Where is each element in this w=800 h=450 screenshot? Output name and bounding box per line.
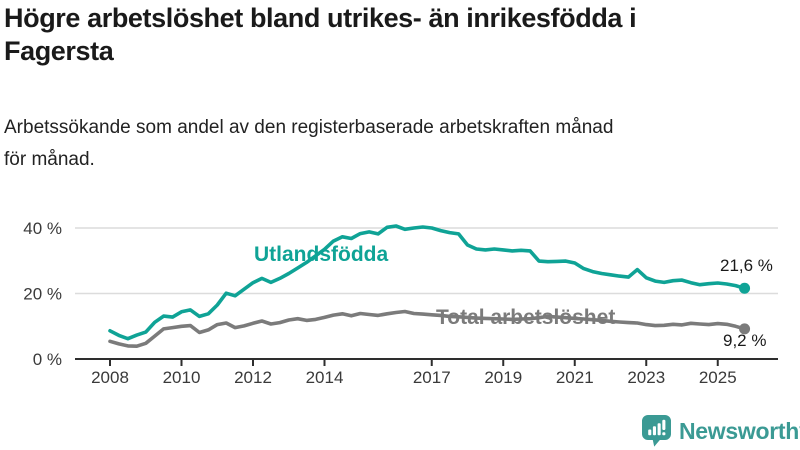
series-end-dot-total-arbetsloshet [739,323,751,335]
x-tick-label-2025: 2025 [699,368,737,387]
x-tick-label-2010: 2010 [163,368,201,387]
page-title-line2: Fagersta [4,36,114,66]
logo-bar-tall [657,423,661,436]
series-label-total-arbetsloshet: Total arbetslöshet [436,306,616,329]
x-tick-label-2014: 2014 [306,368,344,387]
page-title-line1: Högre arbetslöshet bland utrikes- än inr… [4,3,637,33]
series-line-total-arbetsloshet [108,309,747,349]
logo-bar-small [648,429,652,436]
x-tick-label-2008: 2008 [91,368,129,387]
x-tick-label-2019: 2019 [484,368,522,387]
logo-bar-medium [652,426,656,436]
chart-subtitle-line2: för månad. [4,149,95,170]
end-value-utlandsfodda: 21,6 % [720,256,773,275]
end-value-total-arbetsloshet: 9,2 % [723,331,767,350]
x-tick-label-2017: 2017 [413,368,451,387]
chart-subtitle-line1: Arbetssökande som andel av den registerb… [4,117,614,138]
series-label-utlandsfodda: Utlandsfödda [254,243,389,266]
chart-subtitle: Arbetssökande som andel av den registerb… [4,112,796,176]
y-tick-label-40: 40 % [23,219,62,238]
series-end-dot-utlandsfodda [739,282,751,294]
page-title: Högre arbetslöshet bland utrikes- än inr… [4,2,796,68]
logo-exclamation-stem [662,419,666,430]
x-tick-label-2021: 2021 [556,368,594,387]
newsworthy-logo-icon [642,415,671,447]
y-tick-label-20: 20 % [23,285,62,304]
series-line-utlandsfodda [108,224,747,341]
x-tick-label-2012: 2012 [234,368,272,387]
newsworthy-wordmark: Newsworthy [679,417,800,444]
y-tick-label-0: 0 % [33,350,62,369]
newsworthy-logo[interactable]: Newsworthy [642,415,800,447]
logo-exclamation-dot [662,432,666,436]
x-tick-label-2023: 2023 [627,368,665,387]
